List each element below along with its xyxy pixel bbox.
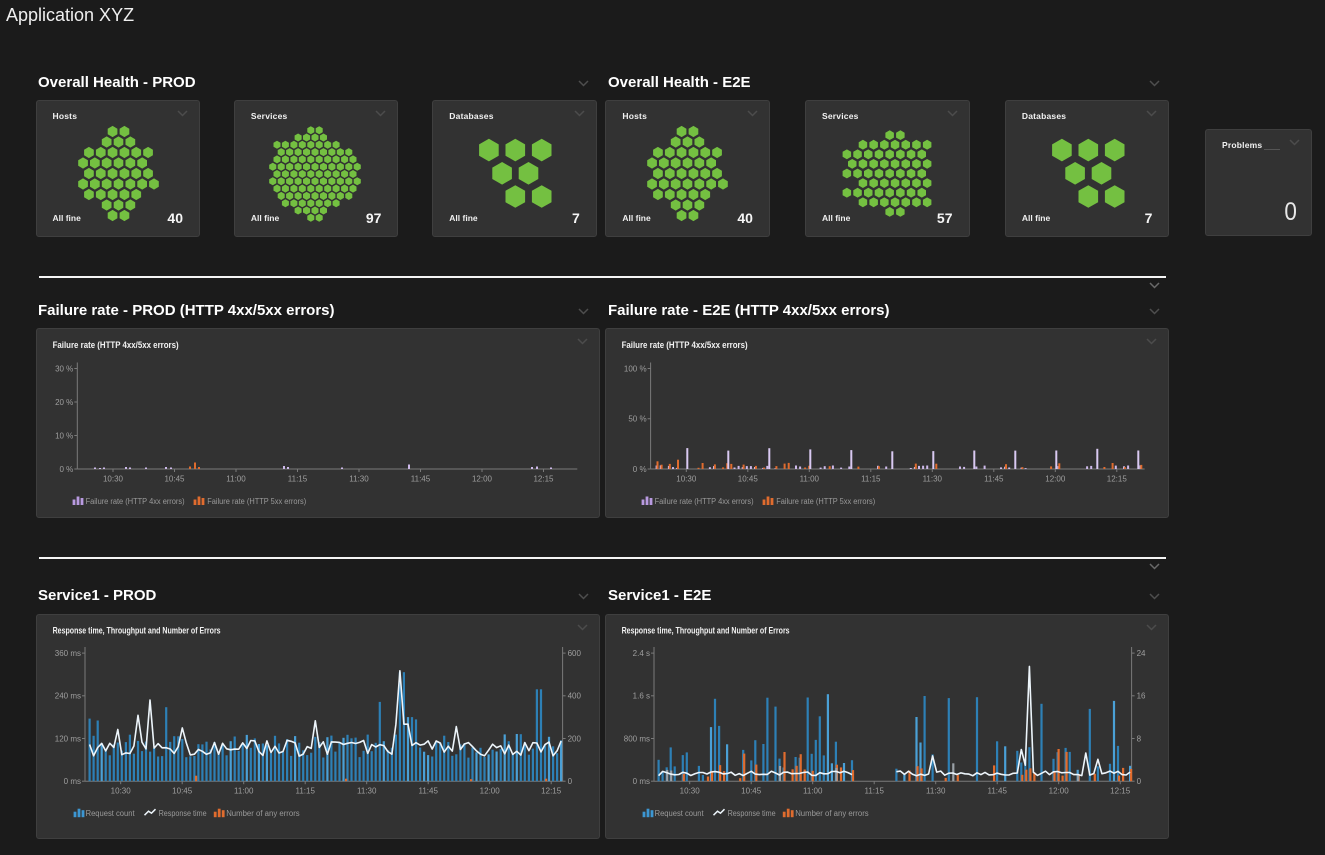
svg-text:0: 0 [567,777,572,786]
svg-text:12:00: 12:00 [471,474,492,483]
svg-text:Failure rate (HTTP 4xx/5xx err: Failure rate (HTTP 4xx/5xx errors) [622,340,748,350]
svg-text:10:30: 10:30 [102,474,123,483]
svg-text:10:30: 10:30 [680,786,701,795]
svg-text:Failure rate (HTTP 4xx errors): Failure rate (HTTP 4xx errors) [85,497,184,506]
svg-text:Failure rate (HTTP 5xx errors): Failure rate (HTTP 5xx errors) [207,497,306,506]
svg-text:24: 24 [1137,648,1146,657]
svg-text:0 %: 0 % [633,464,647,473]
svg-text:11:30: 11:30 [349,474,369,483]
svg-text:12:00: 12:00 [1049,786,1070,795]
svg-text:12:15: 12:15 [1107,474,1128,483]
svg-text:360 ms: 360 ms [54,648,80,657]
svg-text:Failure rate (HTTP 4xx errors): Failure rate (HTTP 4xx errors) [655,497,754,506]
svg-text:11:00: 11:00 [803,786,823,795]
svg-text:30 %: 30 % [55,364,73,373]
svg-text:11:00: 11:00 [800,474,820,483]
svg-text:12:15: 12:15 [533,474,554,483]
svg-text:240 ms: 240 ms [54,691,80,700]
svg-text:12:15: 12:15 [1111,786,1132,795]
svg-text:50 %: 50 % [629,414,647,423]
svg-text:100 %: 100 % [624,364,647,373]
svg-text:Response time, Throughput and: Response time, Throughput and Number of … [622,625,790,635]
svg-text:11:30: 11:30 [923,474,943,483]
svg-text:10:45: 10:45 [172,786,193,795]
svg-text:10:45: 10:45 [164,474,185,483]
svg-text:10:30: 10:30 [677,474,698,483]
svg-text:11:15: 11:15 [295,786,315,795]
svg-text:11:15: 11:15 [865,786,885,795]
svg-text:Request count: Request count [85,809,135,818]
svg-text:0 ms: 0 ms [633,777,650,786]
svg-text:11:45: 11:45 [988,786,1008,795]
svg-text:12:00: 12:00 [479,786,500,795]
svg-text:8: 8 [1137,734,1142,743]
svg-text:Number of any errors: Number of any errors [796,809,870,818]
svg-text:Failure rate (HTTP 5xx errors): Failure rate (HTTP 5xx errors) [777,497,876,506]
svg-text:11:30: 11:30 [356,786,376,795]
svg-text:400: 400 [567,691,581,700]
svg-text:0 %: 0 % [59,464,73,473]
svg-text:20 %: 20 % [55,397,73,406]
svg-text:0: 0 [1137,777,1142,786]
svg-text:11:30: 11:30 [926,786,946,795]
svg-text:1.6 s: 1.6 s [633,691,650,700]
svg-text:10:45: 10:45 [742,786,763,795]
svg-text:10:45: 10:45 [738,474,759,483]
svg-text:11:15: 11:15 [287,474,307,483]
svg-text:12:15: 12:15 [541,786,562,795]
svg-text:Number of any errors: Number of any errors [226,809,300,818]
svg-text:Failure rate (HTTP 4xx/5xx err: Failure rate (HTTP 4xx/5xx errors) [52,340,178,350]
svg-text:0 ms: 0 ms [63,777,80,786]
svg-text:11:00: 11:00 [233,786,253,795]
svg-text:16: 16 [1137,691,1146,700]
svg-text:11:00: 11:00 [226,474,246,483]
svg-text:11:15: 11:15 [861,474,881,483]
svg-text:800 ms: 800 ms [624,734,650,743]
svg-text:11:45: 11:45 [984,474,1004,483]
svg-text:600: 600 [567,648,581,657]
svg-text:120 ms: 120 ms [54,734,80,743]
svg-text:11:45: 11:45 [410,474,430,483]
svg-text:200: 200 [567,734,581,743]
svg-text:11:45: 11:45 [418,786,438,795]
svg-text:Request count: Request count [655,809,705,818]
svg-text:10:30: 10:30 [110,786,131,795]
svg-text:Response time, Throughput and: Response time, Throughput and Number of … [52,625,220,635]
svg-text:Response time: Response time [158,809,206,818]
svg-text:2.4 s: 2.4 s [633,648,650,657]
svg-text:Response time: Response time [728,809,776,818]
svg-text:10 %: 10 % [55,431,73,440]
svg-text:12:00: 12:00 [1046,474,1067,483]
